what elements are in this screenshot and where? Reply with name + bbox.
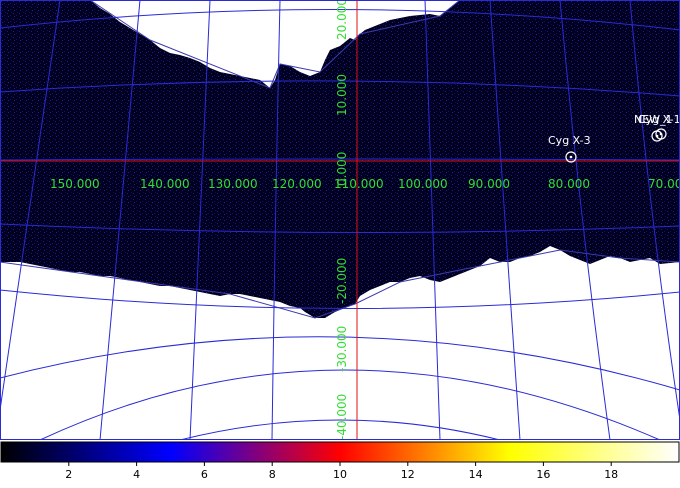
lon-label: 150.000 (50, 177, 100, 191)
lon-line-130 (189, 0, 211, 440)
lon-label: 80.000 (548, 177, 590, 191)
lat-label: 0.000 (335, 152, 349, 186)
lat-label: -20.000 (335, 258, 349, 304)
lat-line-m30 (0, 336, 680, 391)
colorbar-tick-label: 6 (201, 468, 208, 481)
colorbar-tick-label: 14 (469, 468, 483, 481)
coverage-edge-lower (0, 249, 680, 319)
source-label: Cyg X-3 (548, 134, 591, 147)
source-marker (655, 128, 667, 140)
coverage-edge-upper (89, 0, 461, 89)
colorbar-tick-label: 16 (536, 468, 550, 481)
sky-map[interactable]: 150.000 140.000 130.000 120.000 110.000 … (0, 0, 680, 440)
lon-label: 70.000 (648, 177, 680, 191)
lon-line-100 (424, 0, 441, 440)
lat-line-m20 (0, 289, 680, 310)
lon-label: 100.000 (398, 177, 448, 191)
colorbar: 2 4 6 8 10 12 14 16 18 (0, 440, 680, 488)
lon-line-120 (271, 0, 281, 440)
lat-line-m30b (39, 369, 661, 440)
longitude-grid (0, 0, 680, 440)
latitude-grid (0, 0, 680, 440)
colorbar-tick-label: 4 (133, 468, 140, 481)
colorbar-tick-label: 2 (65, 468, 72, 481)
source-marker-dot (569, 155, 573, 159)
lat-label: -30.000 (335, 326, 349, 372)
lon-label: 130.000 (208, 177, 258, 191)
lon-line-150 (0, 0, 61, 411)
longitude-labels: 150.000 140.000 130.000 120.000 110.000 … (50, 177, 680, 191)
source-label: NEW_1 (634, 113, 673, 126)
lon-label: 120.000 (272, 177, 322, 191)
source-label: Cyg X-1 (638, 113, 680, 126)
source-marker-dot (659, 132, 663, 136)
lon-line-90 (489, 0, 521, 440)
lon-label: 110.000 (334, 177, 384, 191)
colorbar-ticks: 2 4 6 8 10 12 14 16 18 (65, 462, 618, 481)
lat-line-10 (0, 80, 680, 97)
source-cyg-x1[interactable]: Cyg X-1 (638, 113, 680, 140)
lon-line-140 (99, 0, 141, 440)
source-cyg-x3[interactable]: Cyg X-3 (548, 134, 591, 163)
latitude-labels: 20.000 10.000 0.000 -20.000 -30.000 -40.… (335, 0, 349, 440)
source-marker (565, 151, 577, 163)
lon-label: 90.000 (468, 177, 510, 191)
lat-label: 20.000 (335, 0, 349, 40)
lat-line-0 (0, 158, 680, 161)
lat-line-20 (0, 8, 680, 31)
lat-line-m40 (179, 419, 501, 440)
lat-label: -40.000 (335, 394, 349, 440)
colorbar-tick-label: 8 (269, 468, 276, 481)
colorbar-tick-label: 18 (604, 468, 618, 481)
colorbar-gradient (0, 441, 680, 463)
colorbar-tick-label: 10 (333, 468, 347, 481)
colorbar-tick-label: 12 (401, 468, 415, 481)
lon-line-80 (559, 0, 611, 440)
lon-line-70 (629, 0, 680, 421)
lat-label: 10.000 (335, 74, 349, 116)
lon-label: 140.000 (140, 177, 190, 191)
